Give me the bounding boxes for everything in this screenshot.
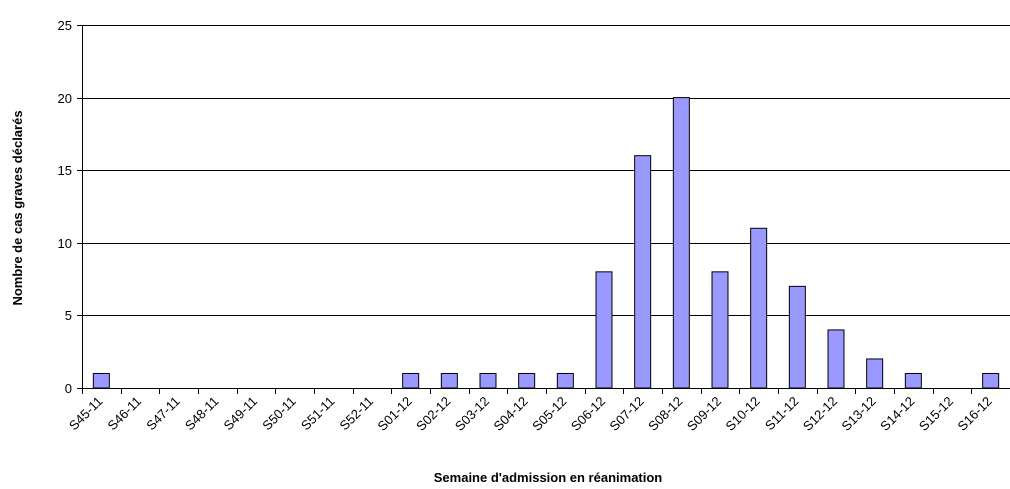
bar-S03-12 (479, 372, 497, 389)
gridlines (82, 25, 1010, 316)
bar-S01-12 (402, 372, 420, 389)
bar-S08-12 (672, 97, 690, 389)
y-tick-label: 5 (65, 308, 72, 323)
bar-S11-12 (788, 285, 806, 389)
x-tick-label: S11-12 (762, 394, 802, 434)
x-tick-label: S52-11 (337, 394, 377, 434)
x-tick-labels: S45-11 S46-11 S47-11 S48-11 S49-11 S50-11 S51-… (66, 394, 995, 434)
y-tick-labels: 0 5 10 15 20 25 (58, 18, 72, 396)
x-tick-label: S50-11 (259, 394, 299, 434)
x-tick-label: S47-11 (143, 394, 183, 434)
bar-S05-12 (556, 372, 574, 389)
x-tick-label: S10-12 (723, 394, 763, 434)
x-tick-label: S09-12 (684, 394, 724, 434)
bar-S04-12 (518, 372, 536, 389)
x-tick-label: S02-12 (413, 394, 453, 434)
x-tick-label: S46-11 (105, 394, 145, 434)
x-tick-label: S05-12 (529, 394, 569, 434)
y-tick-label: 25 (58, 18, 72, 33)
bars (92, 97, 1000, 389)
bar-S06-12 (595, 271, 613, 389)
x-tick-label: S16-12 (955, 394, 995, 434)
x-tick-label: S51-11 (298, 394, 338, 434)
bar-S02-12 (440, 372, 458, 389)
x-tick-label: S13-12 (839, 394, 879, 434)
y-tick-label: 20 (58, 91, 72, 106)
y-tick-label: 15 (58, 163, 72, 178)
bar-S13-12 (866, 358, 884, 389)
x-tick-label: S12-12 (800, 394, 840, 434)
x-tick-label: S06-12 (568, 394, 608, 434)
bar-S16-12 (982, 372, 1000, 389)
bar-S12-12 (827, 329, 845, 389)
x-tick-label: S14-12 (877, 394, 917, 434)
x-tick-label: S03-12 (452, 394, 492, 434)
x-tick-label: S04-12 (491, 394, 531, 434)
y-axis-label: Nombre de cas graves déclarés (10, 110, 25, 305)
x-axis-label: Semaine d'admission en réanimation (434, 470, 663, 485)
x-tick-label: S15-12 (916, 394, 956, 434)
bar-S45-11 (92, 372, 110, 389)
x-tick-label: S07-12 (607, 394, 647, 434)
bar-S07-12 (634, 155, 652, 389)
bar-S14-12 (904, 372, 922, 389)
bar-S10-12 (750, 227, 768, 389)
x-tick-label: S08-12 (645, 394, 685, 434)
x-tick-label: S01-12 (375, 394, 415, 434)
y-tick-label: 0 (65, 381, 72, 396)
bar-S09-12 (711, 271, 729, 389)
axes (77, 25, 1010, 394)
x-tick-label: S45-11 (66, 394, 106, 434)
x-tick-label: S48-11 (182, 394, 222, 434)
y-tick-label: 10 (58, 236, 72, 251)
x-tick-label: S49-11 (221, 394, 261, 434)
